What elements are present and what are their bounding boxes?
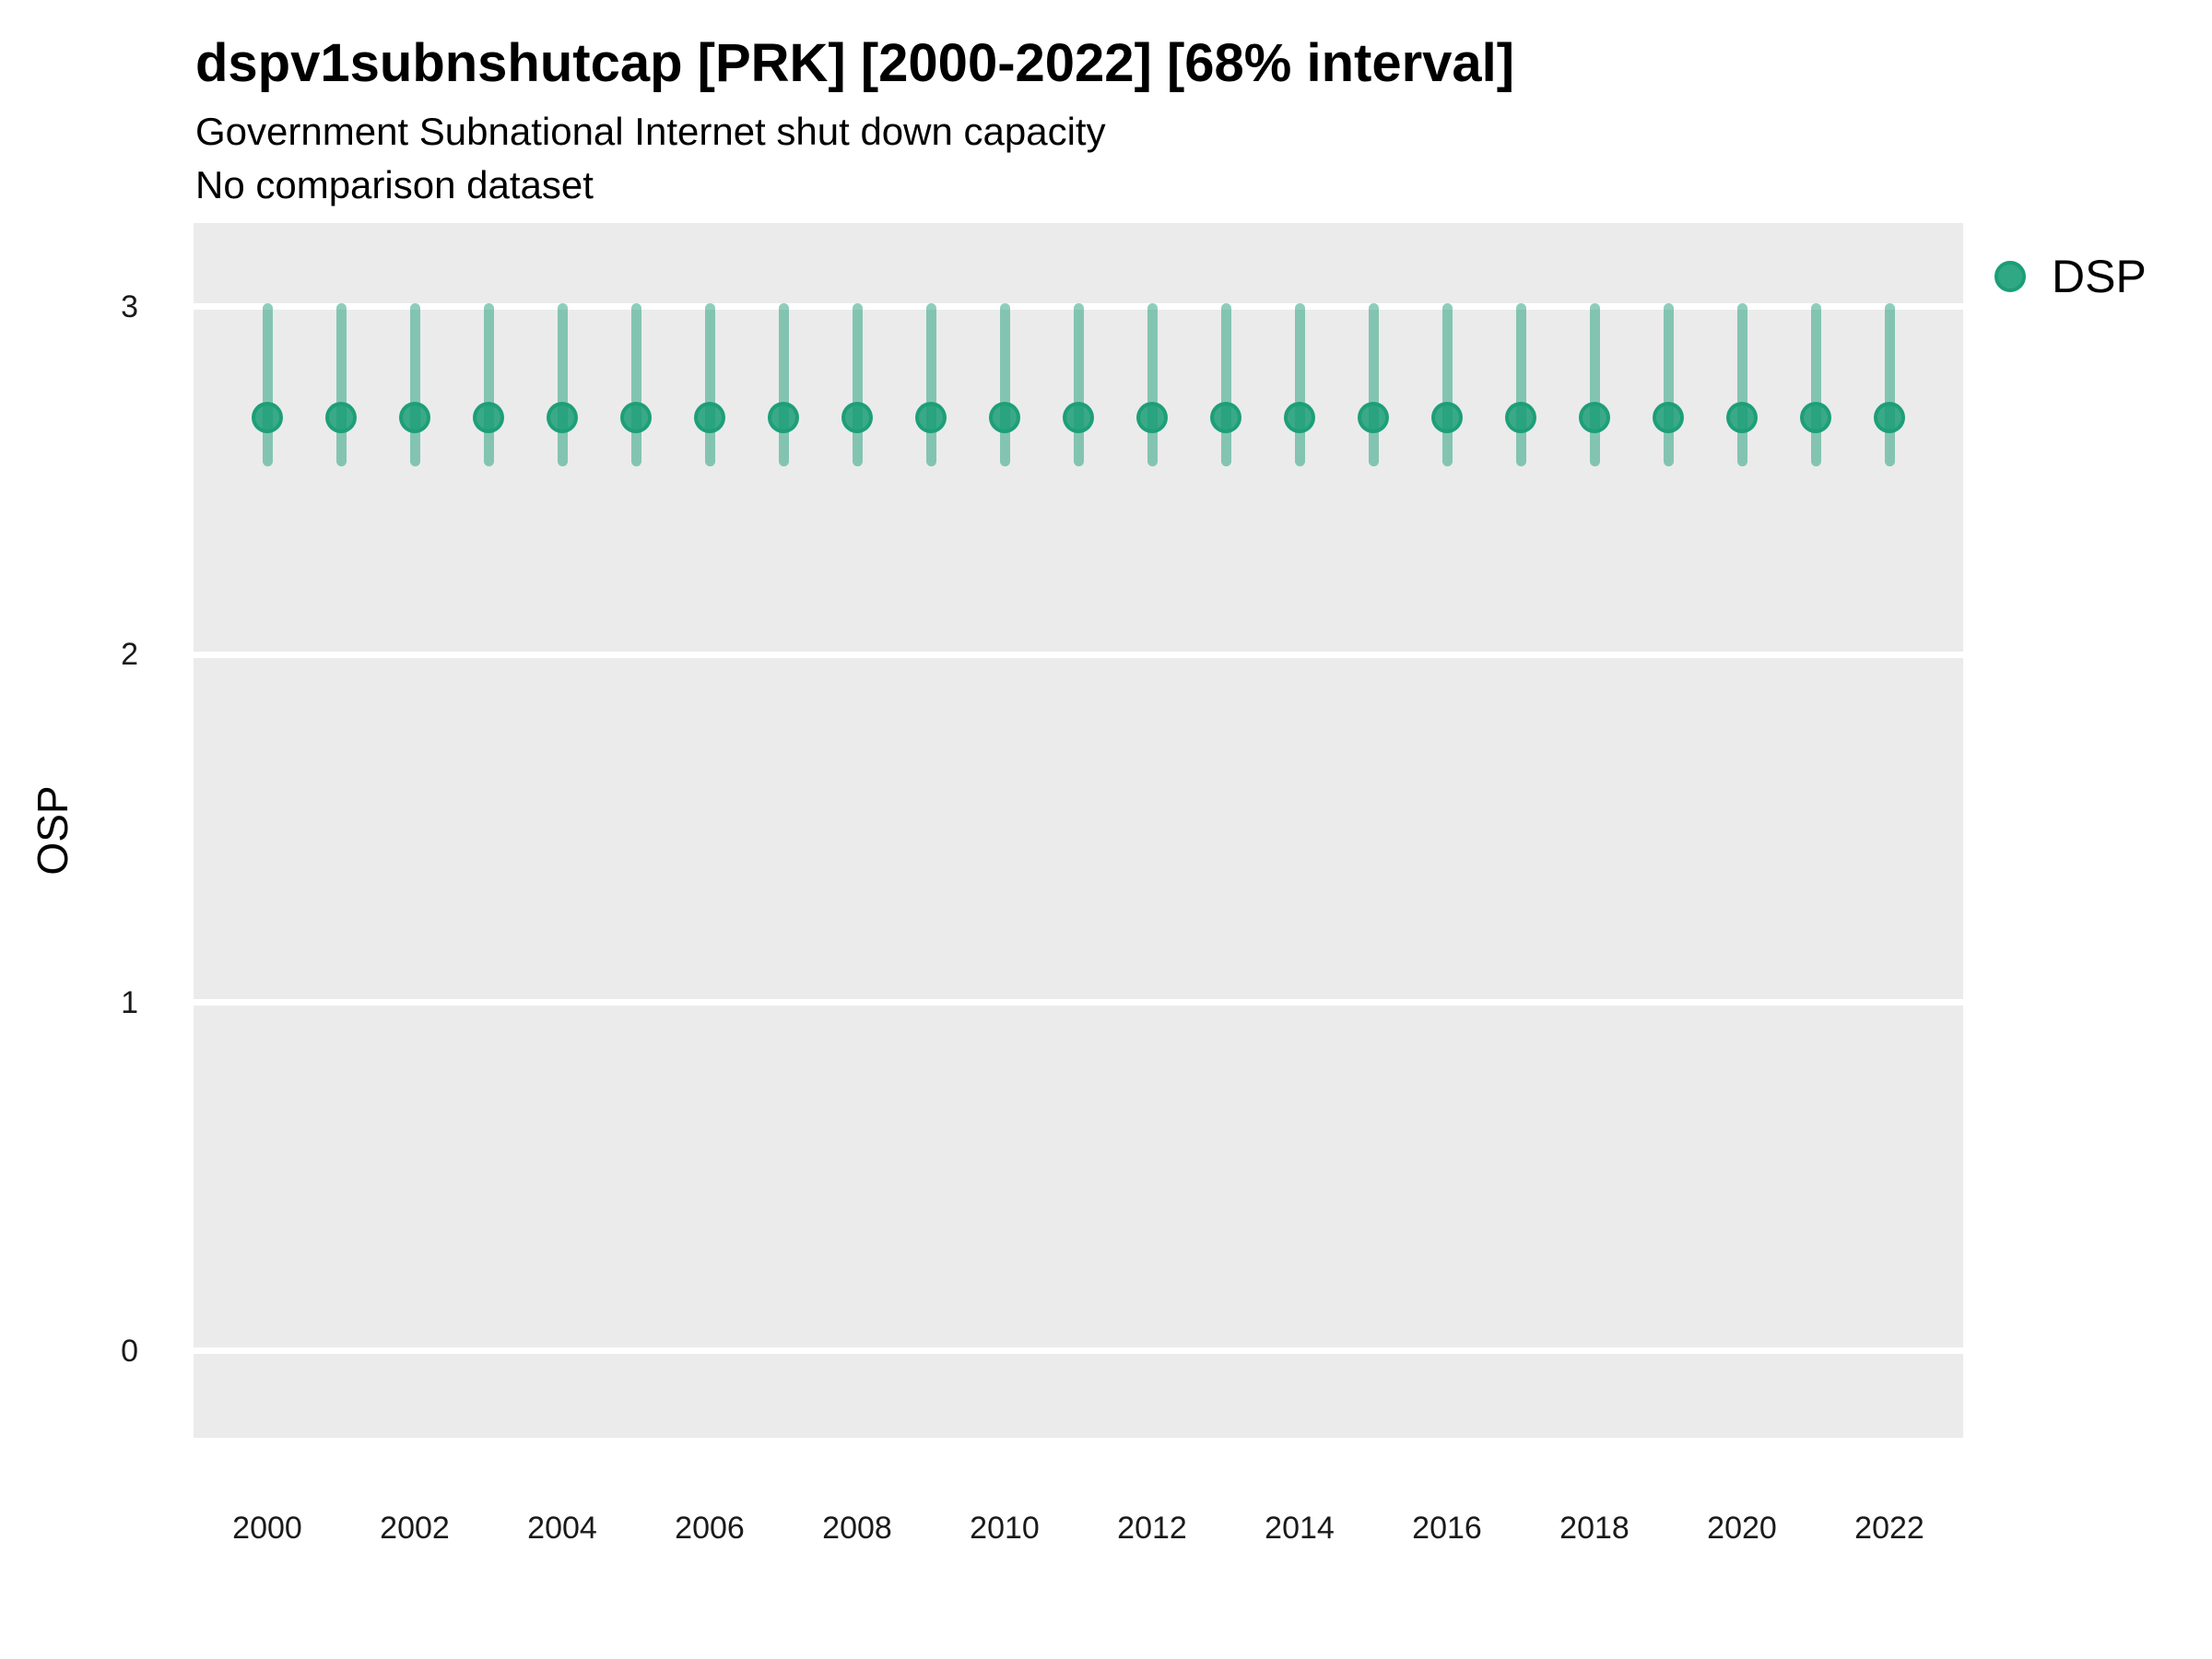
x-tick-label-2010: 2010 [970,1511,1040,1546]
interval-line-2011 [1073,302,1084,467]
point-estimate-2022 [1874,402,1905,434]
interval-line-2013 [1220,302,1231,467]
interval-line-2021 [1810,302,1821,467]
point-estimate-2016 [1431,402,1463,434]
point-estimate-2000 [252,402,283,434]
point-estimate-2006 [694,402,725,434]
point-estimate-2017 [1505,402,1536,434]
point-estimate-2018 [1579,402,1610,434]
y-tick-label-2: 2 [121,637,138,673]
interval-line-2007 [778,302,789,467]
y-tick-label-1: 1 [121,984,138,1020]
point-estimate-2010 [989,402,1020,434]
y-tick-label-0: 0 [121,1333,138,1369]
x-tick-label-2014: 2014 [1265,1511,1335,1546]
gridline-y-2 [194,651,1963,658]
point-estimate-2015 [1358,402,1389,434]
interval-line-2003 [483,302,494,467]
interval-line-2020 [1736,302,1747,467]
y-tick-label-3: 3 [121,288,138,324]
interval-line-2019 [1663,302,1674,467]
interval-line-2004 [557,302,568,467]
interval-line-2000 [262,302,273,467]
point-estimate-2019 [1653,402,1684,434]
point-estimate-2004 [547,402,578,434]
interval-line-2018 [1589,302,1600,467]
interval-line-2012 [1147,302,1158,467]
plot-panel [194,223,1963,1438]
x-tick-label-2022: 2022 [1854,1511,1924,1546]
interval-line-2022 [1884,302,1895,467]
point-estimate-2013 [1210,402,1241,434]
point-estimate-2002 [399,402,430,434]
point-estimate-2005 [620,402,652,434]
chart-title: dspv1subnshutcap [PRK] [2000-2022] [68% … [195,33,1515,93]
interval-line-2015 [1368,302,1379,467]
x-tick-label-2002: 2002 [380,1511,450,1546]
interval-line-2006 [704,302,715,467]
interval-line-2002 [409,302,420,467]
interval-line-2014 [1294,302,1305,467]
gridline-y-1 [194,999,1963,1006]
chart-subtitle: Government Subnational Internet shut dow… [195,110,1106,153]
interval-line-2008 [852,302,863,467]
point-estimate-2021 [1800,402,1831,434]
x-tick-label-2004: 2004 [527,1511,597,1546]
legend-label: DSP [2052,251,2147,302]
x-tick-label-2016: 2016 [1412,1511,1482,1546]
x-tick-label-2006: 2006 [675,1511,745,1546]
y-axis-title: OSP [29,785,76,876]
point-estimate-2001 [325,402,357,434]
x-tick-label-2012: 2012 [1117,1511,1187,1546]
legend-point-icon [1994,261,2026,292]
point-estimate-2008 [841,402,873,434]
interval-line-2009 [925,302,936,467]
interval-line-2016 [1441,302,1453,467]
point-estimate-2003 [473,402,504,434]
point-estimate-2009 [915,402,947,434]
point-estimate-2020 [1726,402,1758,434]
interval-line-2005 [630,302,641,467]
x-tick-label-2000: 2000 [232,1511,302,1546]
point-estimate-2011 [1063,402,1094,434]
gridline-y-0 [194,1347,1963,1355]
interval-line-2017 [1515,302,1526,467]
x-tick-label-2018: 2018 [1559,1511,1630,1546]
x-tick-label-2008: 2008 [822,1511,892,1546]
x-tick-label-2020: 2020 [1707,1511,1777,1546]
chart-note: No comparison dataset [195,163,594,206]
interval-line-2010 [999,302,1010,467]
point-estimate-2012 [1136,402,1168,434]
point-estimate-2007 [768,402,799,434]
interval-line-2001 [335,302,347,467]
point-estimate-2014 [1284,402,1315,434]
